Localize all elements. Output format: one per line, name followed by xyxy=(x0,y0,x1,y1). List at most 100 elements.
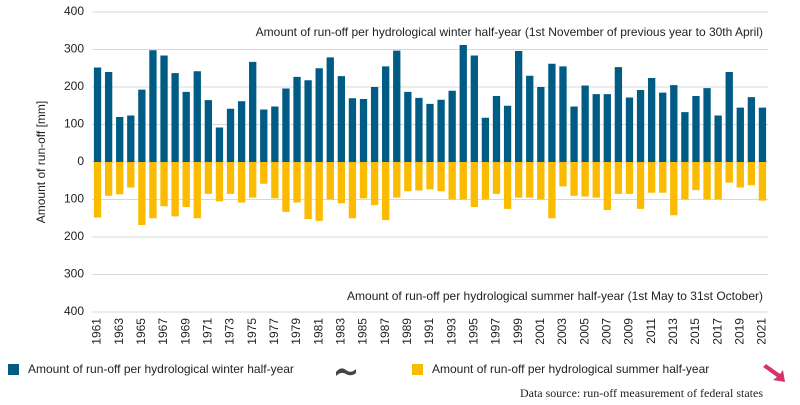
bar xyxy=(747,97,756,162)
bar xyxy=(127,115,135,162)
bar xyxy=(337,76,346,162)
bar xyxy=(636,90,645,162)
bar xyxy=(659,92,667,162)
legend-swatch xyxy=(8,364,19,375)
x-tick-label: 2011 xyxy=(644,318,658,344)
x-tick-label: 1983 xyxy=(334,318,348,345)
bar xyxy=(415,162,423,191)
y-tick-label: 400 xyxy=(64,304,84,318)
x-tick-label: 1961 xyxy=(90,318,104,345)
bar xyxy=(514,162,523,198)
bar xyxy=(703,162,711,200)
x-tick-label: 1967 xyxy=(156,318,170,345)
bar xyxy=(393,162,401,198)
bar xyxy=(481,117,490,162)
bar xyxy=(315,68,323,162)
x-tick-label: 2009 xyxy=(622,318,636,345)
bar xyxy=(182,162,190,207)
y-tick-label: 100 xyxy=(64,117,84,131)
x-tick-label: 2017 xyxy=(710,318,724,345)
x-tick-label: 1977 xyxy=(267,318,281,345)
bar xyxy=(758,162,767,201)
bar xyxy=(282,88,290,162)
y-tick-label: 300 xyxy=(64,267,84,281)
x-tick-label: 1965 xyxy=(134,318,148,345)
x-tick-label: 1997 xyxy=(489,318,503,345)
bar xyxy=(193,71,201,162)
bar xyxy=(304,80,312,162)
legend-label: Amount of run-off per hydrological summe… xyxy=(432,362,709,376)
bar xyxy=(282,162,290,212)
bar xyxy=(171,162,179,217)
bar xyxy=(614,67,623,162)
bar xyxy=(703,88,711,162)
bar xyxy=(337,162,346,204)
bar xyxy=(149,50,157,162)
bar xyxy=(326,57,334,162)
bar xyxy=(448,90,456,162)
bar xyxy=(681,162,689,200)
bar xyxy=(459,162,467,200)
x-tick-label: 1995 xyxy=(466,318,480,345)
x-tick-label: 2007 xyxy=(599,318,613,345)
y-tick-label: 0 xyxy=(77,154,84,168)
bar xyxy=(526,162,534,198)
bar xyxy=(470,55,478,162)
bar xyxy=(359,162,368,199)
bar xyxy=(747,162,756,186)
y-tick-label: 400 xyxy=(64,4,84,18)
bar xyxy=(415,97,423,162)
bar xyxy=(492,96,501,162)
bar xyxy=(526,75,534,162)
bar xyxy=(160,162,168,207)
bar xyxy=(559,162,567,187)
bar xyxy=(370,162,379,206)
bar xyxy=(193,162,201,219)
x-tick-label: 1989 xyxy=(400,318,414,345)
bar xyxy=(93,162,102,218)
bar xyxy=(670,85,678,162)
bar xyxy=(204,162,213,194)
bar xyxy=(647,162,656,193)
x-tick-label: 1979 xyxy=(289,318,303,345)
bar xyxy=(570,106,578,162)
bar xyxy=(503,105,512,162)
bar xyxy=(237,101,246,162)
x-tick-label: 1971 xyxy=(201,318,215,345)
bar xyxy=(459,45,467,162)
bar xyxy=(714,162,722,200)
bar xyxy=(260,109,268,162)
bar xyxy=(736,107,744,162)
bar xyxy=(104,72,113,162)
x-tick-label: 1993 xyxy=(444,318,458,345)
legend-icon xyxy=(763,364,785,382)
x-tick-label: 1975 xyxy=(245,318,259,345)
bar xyxy=(514,51,523,162)
bar xyxy=(437,99,445,162)
bar xyxy=(149,162,157,219)
bar xyxy=(614,162,623,194)
x-tick-label: 1999 xyxy=(511,318,525,345)
bar xyxy=(304,162,312,219)
bar xyxy=(237,162,246,203)
bar xyxy=(426,103,434,162)
bar xyxy=(182,91,190,162)
bar xyxy=(548,63,556,162)
x-tick-label: 2013 xyxy=(666,318,680,345)
bar xyxy=(448,162,456,200)
x-tick-label: 1969 xyxy=(178,318,192,345)
bar xyxy=(404,91,412,162)
bar xyxy=(348,98,357,162)
bar xyxy=(359,99,368,162)
bar xyxy=(93,67,102,162)
bar xyxy=(647,78,656,162)
bar xyxy=(160,55,168,162)
legend-swatch xyxy=(412,364,423,375)
bar xyxy=(348,162,357,219)
bar xyxy=(215,162,224,202)
bar xyxy=(293,162,301,203)
bar xyxy=(204,100,213,162)
bar xyxy=(581,85,589,162)
bar xyxy=(603,94,611,162)
